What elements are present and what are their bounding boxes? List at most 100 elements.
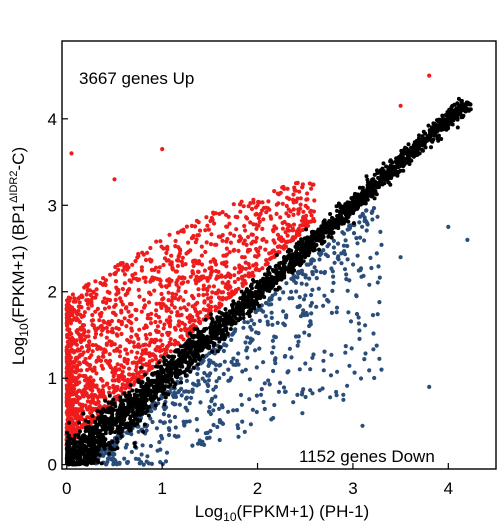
down-gene-point: [289, 276, 294, 281]
down-gene-point: [341, 397, 346, 402]
up-gene-point: [143, 279, 148, 284]
up-gene-point: [92, 400, 97, 405]
up-gene-point: [194, 237, 199, 242]
down-gene-point: [354, 294, 359, 299]
up-gene-point: [124, 305, 129, 310]
up-gene-point: [213, 268, 219, 274]
up-gene-point: [277, 244, 282, 249]
up-gene-point: [298, 223, 303, 228]
unchanged-gene-point: [452, 108, 457, 113]
down-gene-point: [230, 332, 235, 337]
down-gene-point: [316, 251, 322, 256]
up-gene-point: [196, 287, 201, 292]
down-gene-point: [314, 269, 319, 274]
up-gene-point: [175, 313, 180, 318]
down-gene-point: [298, 314, 304, 319]
down-gene-point: [186, 389, 191, 394]
up-gene-point: [131, 375, 136, 380]
up-gene-point: [272, 240, 277, 245]
unchanged-gene-point: [82, 447, 87, 452]
down-gene-point: [158, 419, 163, 424]
up-gene-point: [78, 339, 83, 345]
up-gene-point: [143, 332, 148, 338]
unchanged-gene-point: [409, 158, 414, 163]
up-gene-point: [107, 352, 112, 357]
up-gene-point: [271, 229, 276, 234]
up-gene-point: [198, 310, 203, 315]
unchanged-gene-point: [153, 371, 157, 375]
up-gene-point: [254, 222, 259, 227]
up-gene-point: [209, 232, 214, 237]
down-gene-point: [281, 321, 286, 326]
up-gene-point: [211, 284, 216, 289]
unchanged-gene-point: [181, 352, 186, 357]
unchanged-gene-point: [223, 307, 228, 312]
up-gene-point: [152, 337, 157, 342]
down-gene-point: [136, 457, 141, 462]
down-gene-point: [310, 287, 315, 292]
unchanged-gene-point: [217, 339, 222, 344]
up-gene-point: [178, 295, 183, 300]
down-gene-point: [358, 266, 364, 271]
up-gene-point: [113, 279, 119, 284]
unchanged-gene-point: [292, 268, 297, 273]
unchanged-gene-point: [298, 246, 303, 251]
down-gene-point: [238, 392, 244, 398]
up-gene-point: [110, 326, 115, 331]
down-gene-point: [303, 275, 308, 280]
unchanged-gene-point: [141, 384, 146, 389]
up-gene-point: [119, 331, 124, 337]
up-gene-point: [190, 235, 196, 240]
unchanged-gene-point: [182, 369, 187, 374]
up-gene-point: [69, 412, 74, 417]
down-gene-point: [377, 275, 382, 280]
down-gene-point: [282, 389, 288, 394]
down-gene-point: [345, 243, 350, 249]
unchanged-gene-point: [198, 348, 203, 353]
up-gene-point: [90, 349, 95, 354]
up-gene-point: [278, 190, 283, 195]
up-gene-point: [169, 253, 174, 258]
up-gene-point: [224, 252, 229, 257]
up-gene-point: [237, 202, 243, 207]
down-gene-point: [322, 349, 327, 354]
unchanged-gene-point: [445, 110, 450, 115]
up-gene-point: [308, 209, 313, 214]
down-gene-point: [200, 376, 205, 381]
up-gene-point: [167, 330, 172, 335]
unchanged-gene-point: [330, 215, 334, 220]
unchanged-gene-point: [286, 249, 291, 254]
down-gene-point: [296, 339, 301, 344]
unchanged-gene-point: [138, 412, 143, 417]
up-gene-point: [255, 267, 260, 272]
y-tick-label: 3: [48, 196, 57, 215]
down-gene-point: [204, 353, 209, 358]
up-gene-point: [251, 200, 256, 205]
unchanged-gene-point: [107, 421, 112, 426]
up-gene-point: [139, 309, 144, 314]
unchanged-gene-point: [195, 327, 200, 332]
unchanged-gene-point: [110, 440, 115, 444]
unchanged-gene-point: [228, 327, 233, 331]
unchanged-gene-point: [85, 449, 90, 454]
up-gene-point: [107, 298, 113, 303]
unchanged-gene-point: [93, 445, 98, 450]
up-gene-point: [143, 323, 148, 328]
up-gene-point: [146, 300, 152, 305]
up-gene-point: [217, 211, 222, 216]
down-gene-point: [299, 281, 304, 286]
down-gene-point: [331, 280, 336, 285]
unchanged-gene-point: [142, 422, 147, 427]
up-gene-point: [85, 415, 90, 420]
up-gene-point: [67, 379, 72, 384]
up-gene-point: [146, 312, 151, 318]
up-gene-point: [266, 199, 271, 204]
down-gene-point: [236, 351, 241, 356]
up-gene-point: [300, 185, 305, 190]
up-gene-point: [248, 220, 253, 225]
up-gene-point: [88, 394, 93, 399]
up-gene-point: [167, 280, 172, 285]
up-gene-point: [310, 182, 315, 187]
unchanged-gene-point: [212, 341, 217, 346]
down-gene-point: [328, 373, 334, 378]
